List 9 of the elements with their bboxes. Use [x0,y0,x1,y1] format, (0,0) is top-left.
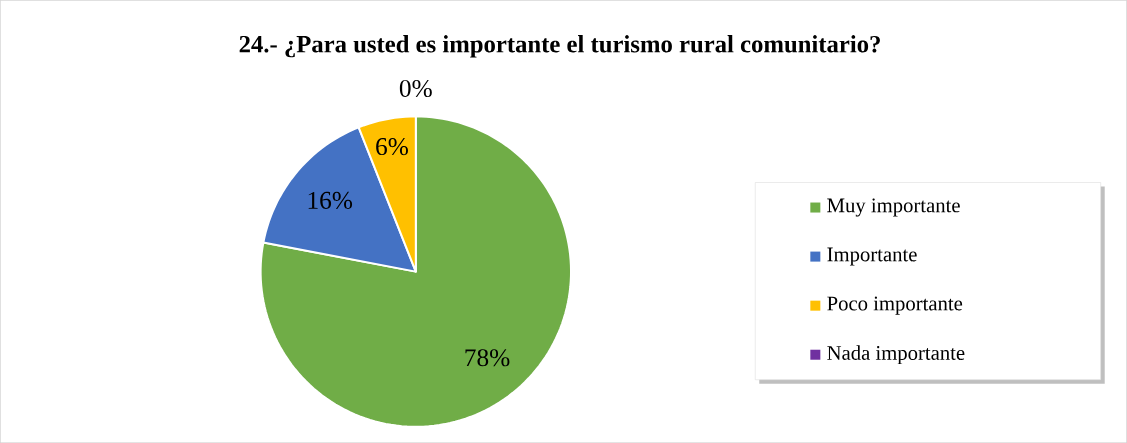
chart-title: 24.- ¿Para usted es importante el turismo rural comunitario? [239,35,880,58]
legend-label: Nada importante [827,345,965,365]
text: 0% [399,79,432,98]
data-label: 16% [308,191,353,209]
legend-label: Poco importante [827,296,963,315]
legend-label: Muy importante [827,198,960,217]
legend-label: Importante [827,247,917,266]
data-label: 6% [376,137,408,156]
data-label: 78% [465,349,510,367]
